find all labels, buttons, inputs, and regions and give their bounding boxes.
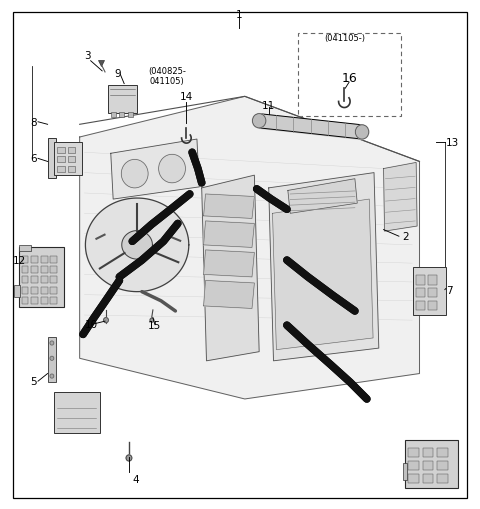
Text: 15: 15 [148,321,161,330]
Circle shape [104,318,108,323]
Bar [408,461,419,470]
FancyBboxPatch shape [14,285,20,298]
Bar [22,257,28,264]
Polygon shape [273,200,373,350]
Text: 1: 1 [236,10,242,20]
Bar [128,112,133,118]
FancyBboxPatch shape [54,392,100,433]
FancyBboxPatch shape [403,463,407,480]
Bar [41,267,48,274]
Circle shape [158,155,185,183]
Bar [120,112,124,118]
Bar [41,257,48,264]
Polygon shape [85,199,189,292]
Bar [408,474,419,483]
Bar [50,267,57,274]
Text: (040825-
041105): (040825- 041105) [148,67,186,86]
Text: 11: 11 [262,101,275,111]
FancyBboxPatch shape [48,338,56,382]
FancyBboxPatch shape [413,267,446,316]
Polygon shape [384,163,417,232]
Polygon shape [80,97,420,399]
Circle shape [50,342,54,346]
FancyBboxPatch shape [48,139,56,178]
Bar [41,297,48,304]
Polygon shape [204,221,254,248]
Bar [31,287,38,294]
Bar [50,257,57,264]
Bar [408,448,419,458]
Polygon shape [122,231,153,260]
Polygon shape [204,281,254,309]
Bar [299,34,401,117]
Bar [423,474,433,483]
Bar [50,297,57,304]
Circle shape [50,374,54,378]
Bar [68,166,75,172]
Circle shape [355,126,369,140]
Bar [57,166,65,172]
Bar [22,297,28,304]
Bar [57,157,65,163]
Bar [50,277,57,284]
Bar [423,461,433,470]
Text: 4: 4 [132,474,139,484]
FancyBboxPatch shape [108,86,137,114]
Bar [31,297,38,304]
Circle shape [150,319,154,323]
Text: 13: 13 [446,138,459,148]
Text: 9: 9 [115,69,121,79]
Circle shape [50,356,54,360]
Bar [57,148,65,154]
Bar [22,267,28,274]
Bar [423,448,433,458]
Circle shape [126,455,132,461]
Bar [437,448,448,458]
Circle shape [121,160,148,188]
Text: 10: 10 [84,320,97,329]
Text: 12: 12 [12,256,26,266]
Text: (041105-): (041105-) [324,34,365,43]
Polygon shape [202,176,259,361]
Bar [416,276,425,285]
Bar [428,301,437,310]
Bar [31,267,38,274]
Polygon shape [204,194,254,219]
Text: 16: 16 [341,71,357,84]
Bar [31,277,38,284]
Polygon shape [111,140,199,200]
Polygon shape [288,179,357,214]
Polygon shape [269,173,379,361]
Text: 5: 5 [30,377,37,386]
Text: 2: 2 [402,232,408,242]
Bar [22,287,28,294]
Bar [68,157,75,163]
Bar [437,474,448,483]
Bar [416,301,425,310]
Bar [416,289,425,298]
Bar [428,289,437,298]
Bar [428,276,437,285]
Circle shape [252,115,266,129]
Text: 14: 14 [180,92,193,102]
FancyBboxPatch shape [405,440,458,488]
Bar [41,287,48,294]
Bar [68,148,75,154]
Bar [437,461,448,470]
Bar [111,112,116,118]
FancyBboxPatch shape [19,246,31,252]
Text: 7: 7 [446,285,453,295]
Bar [22,277,28,284]
Bar [41,277,48,284]
Text: 3: 3 [84,50,91,61]
FancyBboxPatch shape [54,143,82,176]
Polygon shape [204,250,254,277]
Bar [50,287,57,294]
Bar [31,257,38,264]
FancyBboxPatch shape [19,248,64,308]
Text: 8: 8 [30,118,37,128]
Text: 6: 6 [30,154,37,164]
